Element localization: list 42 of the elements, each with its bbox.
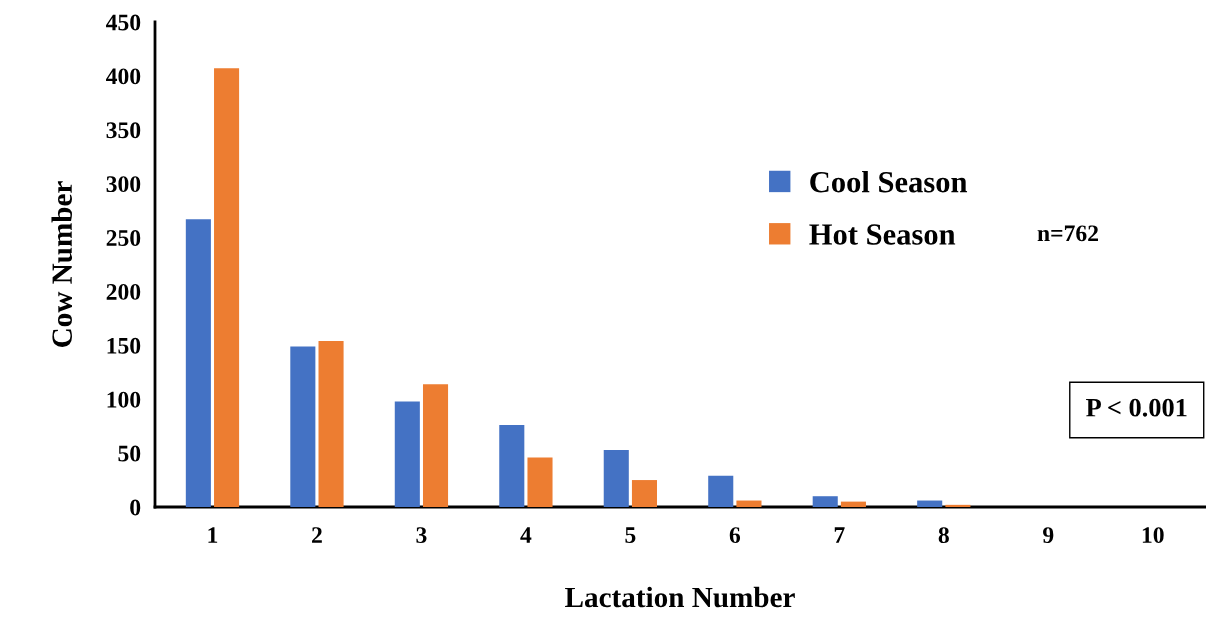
bar — [185, 219, 211, 507]
bar — [603, 449, 629, 507]
y-tick-label: 450 — [106, 14, 141, 31]
bar — [290, 346, 316, 507]
annotation: n=762 — [1037, 225, 1098, 242]
legend-label: Cool Season — [810, 170, 968, 193]
bar — [527, 457, 553, 507]
annotation: P < 0.001 — [1086, 398, 1187, 417]
y-tick-label: 200 — [106, 283, 141, 300]
x-tick-label: 3 — [416, 527, 427, 544]
y-tick-label: 150 — [107, 337, 141, 354]
x-tick-label: 4 — [520, 527, 532, 543]
y-axis-title: Cow Number — [51, 181, 73, 347]
x-tick-label: 8 — [938, 527, 949, 544]
y-tick-label: 50 — [118, 445, 141, 462]
bar — [736, 500, 762, 507]
y-tick-label: 0 — [130, 499, 141, 516]
bar — [812, 496, 838, 507]
x-tick-label: 9 — [1043, 527, 1054, 544]
y-tick-label: 250 — [106, 230, 141, 246]
x-tick-label: 2 — [312, 527, 322, 543]
x-tick-label: 5 — [625, 527, 636, 544]
bar — [917, 500, 943, 507]
y-tick-label: 400 — [106, 68, 141, 85]
bar — [631, 480, 658, 507]
x-tick-label: 7 — [834, 527, 845, 543]
x-tick-label: 10 — [1142, 527, 1164, 544]
bar — [840, 501, 866, 507]
bar — [394, 401, 420, 507]
bar — [318, 341, 344, 507]
y-tick-label: 350 — [106, 122, 141, 139]
bar — [214, 68, 240, 507]
y-tick-label: 300 — [106, 176, 141, 193]
bar — [422, 384, 449, 507]
y-tick-label: 100 — [107, 391, 141, 408]
bar — [945, 504, 971, 507]
legend-label: Hot Season — [809, 224, 956, 245]
x-axis-title: Lactation Number — [565, 586, 795, 608]
x-tick-label: 6 — [729, 527, 741, 544]
bar — [708, 475, 734, 507]
bar — [499, 425, 525, 507]
x-tick-label: 1 — [208, 527, 218, 543]
